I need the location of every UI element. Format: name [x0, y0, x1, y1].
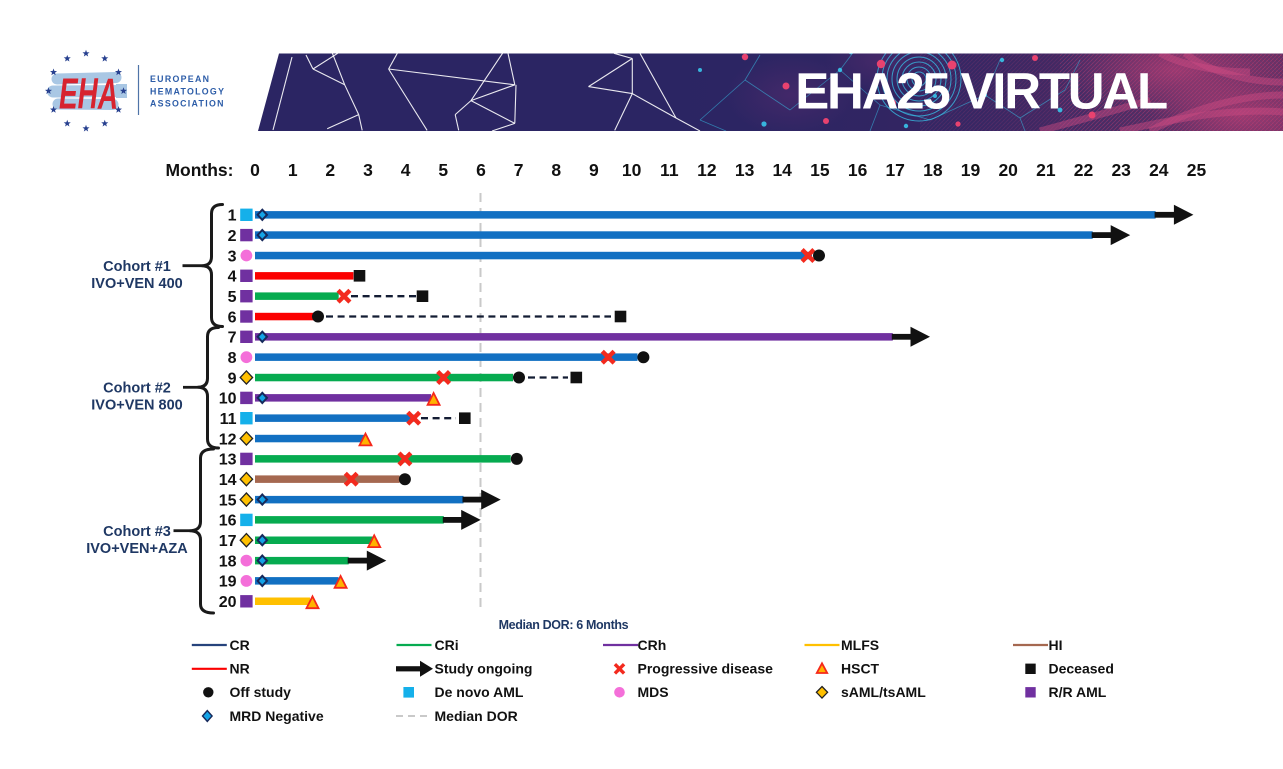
svg-text:19: 19: [961, 160, 981, 180]
svg-text:14: 14: [772, 160, 792, 180]
svg-text:Off study: Off study: [230, 684, 292, 700]
svg-text:6: 6: [228, 309, 237, 326]
svg-text:MLFS: MLFS: [841, 637, 879, 653]
svg-text:16: 16: [219, 513, 237, 530]
svg-text:CRh: CRh: [638, 637, 667, 653]
svg-text:Progressive disease: Progressive disease: [638, 661, 774, 677]
svg-text:25: 25: [1187, 160, 1207, 180]
svg-text:12: 12: [219, 431, 237, 448]
svg-text:1: 1: [228, 208, 237, 225]
svg-text:4: 4: [401, 160, 411, 180]
svg-text:14: 14: [219, 472, 237, 489]
svg-text:IVO+VEN 800: IVO+VEN 800: [91, 398, 182, 414]
svg-text:5: 5: [228, 289, 237, 306]
svg-text:15: 15: [219, 492, 237, 509]
svg-text:IVO+VEN+AZA: IVO+VEN+AZA: [86, 541, 188, 557]
svg-text:0: 0: [250, 160, 260, 180]
svg-text:7: 7: [228, 330, 237, 347]
svg-text:8: 8: [228, 350, 237, 367]
svg-text:2: 2: [228, 228, 237, 245]
svg-text:6: 6: [476, 160, 486, 180]
svg-text:EHA: EHA: [59, 70, 118, 119]
svg-text:16: 16: [848, 160, 868, 180]
svg-text:10: 10: [622, 160, 642, 180]
svg-text:20: 20: [998, 160, 1018, 180]
svg-text:24: 24: [1149, 160, 1169, 180]
svg-text:9: 9: [228, 370, 237, 387]
svg-text:Cohort #3: Cohort #3: [103, 524, 171, 540]
svg-text:22: 22: [1074, 160, 1094, 180]
svg-text:8: 8: [551, 160, 561, 180]
svg-text:HSCT: HSCT: [841, 661, 880, 677]
svg-text:HEMATOLOGY: HEMATOLOGY: [150, 87, 225, 97]
svg-text:11: 11: [220, 411, 237, 428]
svg-text:12: 12: [697, 160, 717, 180]
svg-text:MDS: MDS: [638, 684, 669, 700]
svg-text:CRi: CRi: [435, 637, 459, 653]
svg-text:3: 3: [363, 160, 373, 180]
svg-text:Deceased: Deceased: [1049, 661, 1114, 677]
svg-text:17: 17: [885, 160, 904, 180]
svg-text:CR: CR: [230, 637, 250, 653]
svg-text:18: 18: [219, 553, 237, 570]
svg-text:EHA25 VIRTUAL: EHA25 VIRTUAL: [795, 63, 1168, 120]
svg-text:4: 4: [228, 269, 237, 286]
svg-text:15: 15: [810, 160, 830, 180]
svg-text:11: 11: [660, 160, 679, 180]
svg-text:19: 19: [219, 574, 237, 591]
svg-text:ASSOCIATION: ASSOCIATION: [150, 99, 225, 109]
svg-text:7: 7: [514, 160, 524, 180]
svg-text:Median DOR: Median DOR: [435, 708, 518, 724]
svg-text:R/R AML: R/R AML: [1049, 684, 1107, 700]
svg-text:2: 2: [325, 160, 335, 180]
svg-text:23: 23: [1111, 160, 1131, 180]
svg-text:De novo AML: De novo AML: [435, 684, 524, 700]
svg-text:Study ongoing: Study ongoing: [435, 661, 533, 677]
svg-text:NR: NR: [230, 661, 250, 677]
svg-text:EUROPEAN: EUROPEAN: [150, 74, 210, 84]
svg-text:17: 17: [219, 533, 237, 550]
svg-text:13: 13: [219, 452, 237, 469]
svg-text:sAML/tsAML: sAML/tsAML: [841, 684, 926, 700]
svg-text:10: 10: [219, 391, 237, 408]
svg-text:1: 1: [288, 160, 298, 180]
svg-text:13: 13: [735, 160, 755, 180]
svg-text:3: 3: [228, 248, 237, 265]
svg-text:MRD Negative: MRD Negative: [230, 708, 324, 724]
svg-text:20: 20: [219, 594, 237, 611]
svg-text:Median DOR: 6 Months: Median DOR: 6 Months: [499, 618, 629, 632]
svg-text:HI: HI: [1049, 637, 1063, 653]
svg-text:9: 9: [589, 160, 599, 180]
svg-text:5: 5: [438, 160, 448, 180]
svg-text:Cohort #1: Cohort #1: [103, 259, 171, 275]
svg-text:Cohort #2: Cohort #2: [103, 381, 171, 397]
svg-text:Months:: Months:: [165, 160, 233, 180]
svg-text:IVO+VEN 400: IVO+VEN 400: [91, 276, 182, 292]
svg-text:21: 21: [1036, 160, 1056, 180]
svg-text:18: 18: [923, 160, 943, 180]
